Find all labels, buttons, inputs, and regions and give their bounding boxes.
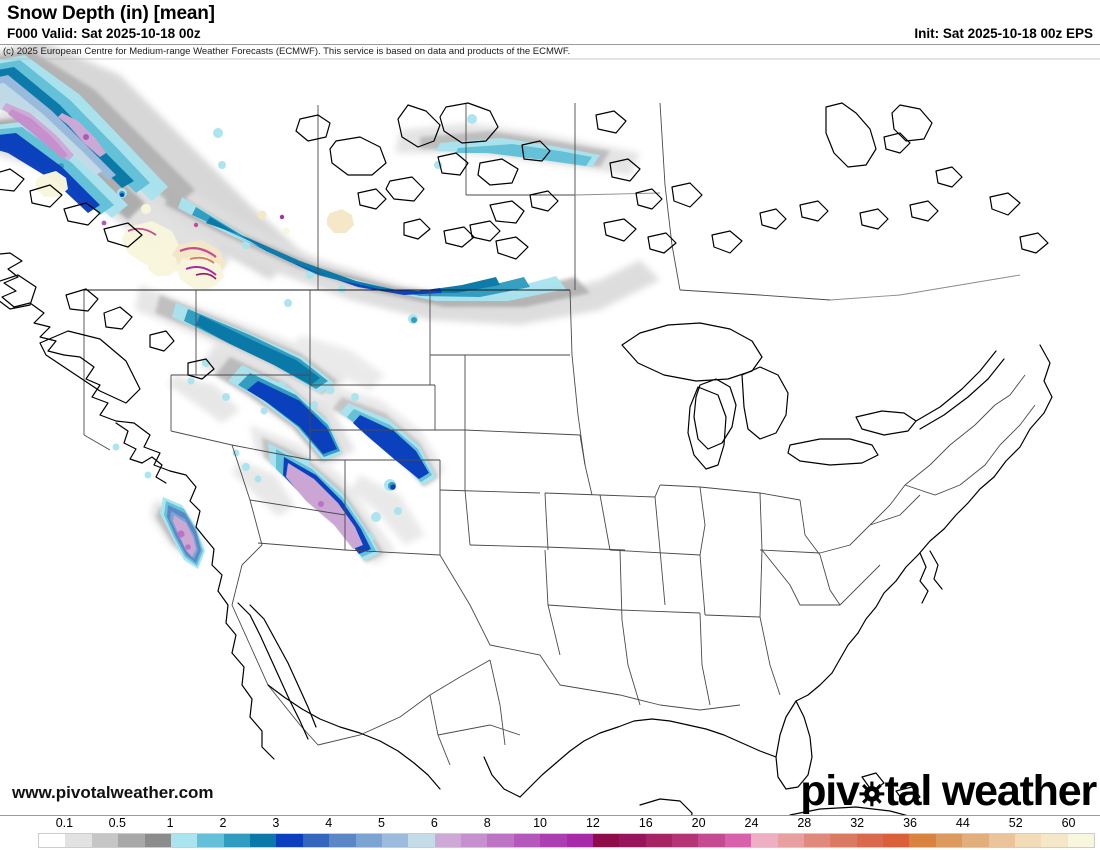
colorbar-swatch: [197, 834, 224, 847]
colorbar-swatch: [962, 834, 989, 847]
colorbar-swatch: [276, 834, 303, 847]
colorbar-swatch: [118, 834, 145, 847]
header-bar: Snow Depth (in) [mean] F000 Valid: Sat 2…: [0, 0, 1100, 44]
colorbar-tick: 52: [1008, 816, 1023, 830]
colorbar-swatch: [566, 834, 593, 847]
colorbar-swatch: [777, 834, 804, 847]
colorbar-tick: 36: [903, 816, 917, 830]
attribution-text: (c) 2025 European Centre for Medium-rang…: [3, 46, 571, 57]
map-canvas[interactable]: (c) 2025 European Centre for Medium-rang…: [0, 44, 1100, 816]
colorbar-swatch: [1014, 834, 1042, 847]
colorbar-swatch: [672, 834, 699, 847]
colorbar-swatch: [592, 834, 620, 847]
colorbar: 0.1 0.5 1 2 3 4 5 6 8 10 12 16 20 24 28 32 36 44 52 60: [0, 816, 1100, 850]
colorbar-tick: 6: [430, 816, 438, 830]
colorbar-swatch: [883, 834, 910, 847]
colorbar-tick: 60: [1061, 816, 1076, 830]
colorbar-swatch: [487, 834, 514, 847]
colorbar-swatch: [1067, 834, 1094, 847]
colorbar-tick: 10: [533, 816, 548, 830]
colorbar-swatch: [434, 834, 461, 847]
colorbar-swatches: [38, 833, 1095, 848]
colorbar-swatch: [408, 834, 435, 847]
brand-text-part2: tal weather: [884, 767, 1098, 815]
brand-text-part1: piv: [800, 767, 860, 815]
colorbar-tick: 20: [691, 816, 706, 830]
gear-icon: [859, 781, 885, 807]
colorbar-swatch: [223, 834, 250, 847]
colorbar-tick: 44: [955, 816, 970, 830]
colorbar-tick: 12: [585, 816, 600, 830]
brand-logo: piv tal weather: [800, 767, 1098, 815]
colorbar-tick: 24: [744, 816, 759, 830]
colorbar-swatch: [144, 834, 171, 847]
site-url-label: www.pivotalweather.com: [12, 783, 214, 802]
valid-time-label: F000 Valid: Sat 2025-10-18 00z: [7, 26, 201, 41]
colorbar-swatch: [830, 834, 857, 847]
colorbar-swatch: [329, 834, 356, 847]
colorbar-tick: 32: [850, 816, 865, 830]
colorbar-tick: 1: [166, 816, 174, 830]
state-borders: [83, 102, 1036, 766]
snow-purple-layer: [0, 75, 363, 557]
colorbar-swatch: [250, 834, 277, 847]
colorbar-swatch: [302, 834, 330, 847]
colorbar-swatch: [935, 834, 963, 847]
colorbar-swatch: [751, 834, 778, 847]
colorbar-swatch: [724, 834, 752, 847]
colorbar-tick: 0.1: [55, 816, 74, 830]
colorbar-swatch: [803, 834, 831, 847]
colorbar-swatch: [988, 834, 1015, 847]
colorbar-swatch: [619, 834, 646, 847]
colorbar-swatch: [909, 834, 936, 847]
colorbar-tick: 16: [638, 816, 653, 830]
colorbar-tick: 5: [378, 816, 385, 830]
colorbar-tick: 4: [325, 816, 333, 830]
colorbar-swatch: [355, 834, 382, 847]
colorbar-swatch: [856, 834, 883, 847]
colorbar-swatch: [39, 834, 66, 847]
colorbar-tick: 3: [272, 816, 280, 830]
colorbar-tick: 2: [219, 816, 227, 830]
coastlines: [0, 102, 1053, 815]
colorbar-swatch: [461, 834, 488, 847]
colorbar-swatch: [65, 834, 92, 847]
colorbar-swatch: [513, 834, 541, 847]
colorbar-swatch: [170, 834, 198, 847]
colorbar-tick: 8: [483, 816, 491, 830]
colorbar-swatch: [698, 834, 725, 847]
colorbar-tick: 0.5: [108, 816, 126, 830]
colorbar-tick-labels: 0.1 0.5 1 2 3 4 5 6 8 10 12 16 20 24 28 32 36 44 52 60: [0, 816, 1100, 832]
init-time-label: Init: Sat 2025-10-18 00z EPS: [914, 26, 1093, 41]
colorbar-tick: 28: [797, 816, 812, 830]
colorbar-swatch: [381, 834, 409, 847]
colorbar-swatch: [91, 834, 119, 847]
map-graphic: [0, 45, 1100, 815]
page-title: Snow Depth (in) [mean]: [7, 3, 215, 24]
colorbar-swatch: [1041, 834, 1068, 847]
snow-peak-layer: [36, 171, 354, 289]
colorbar-swatch: [645, 834, 672, 847]
colorbar-swatch: [540, 834, 567, 847]
